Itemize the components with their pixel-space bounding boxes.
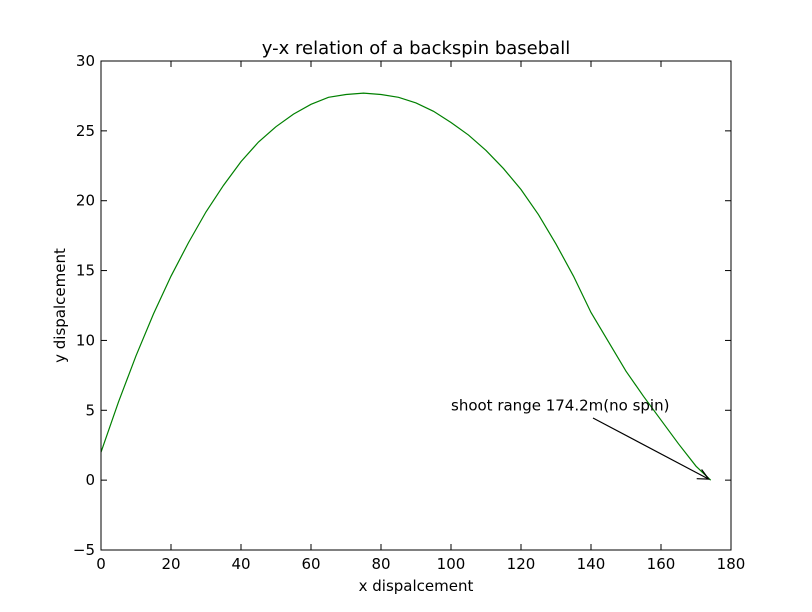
y-tick-label: 30: [76, 52, 95, 70]
x-tick-label: 120: [507, 555, 536, 573]
y-tick-label: 10: [76, 331, 95, 349]
annotation-arrow: [592, 417, 709, 480]
x-tick-label: 100: [437, 555, 466, 573]
x-tick-label: 0: [96, 555, 106, 573]
annotation-text: shoot range 174.2m(no spin): [451, 396, 669, 414]
x-axis-label: x dispalcement: [359, 577, 474, 595]
y-tick-label: 15: [76, 262, 95, 280]
x-tick-label: 60: [301, 555, 320, 573]
y-axis-label: y dispalcement: [51, 248, 69, 363]
x-tick-label: 20: [161, 555, 180, 573]
y-tick-label: 5: [85, 401, 95, 419]
x-tick-label: 40: [231, 555, 250, 573]
x-tick-label: 140: [577, 555, 606, 573]
plot-area: [100, 92, 712, 481]
x-tick-label: 160: [647, 555, 676, 573]
y-tick-label: 25: [76, 122, 95, 140]
series-line-0: [100, 92, 712, 481]
x-tick-label: 80: [371, 555, 390, 573]
chart-title: y-x relation of a backspin baseball: [262, 38, 570, 59]
annotation-arrowhead: [696, 469, 710, 480]
x-tick-label: 180: [717, 555, 746, 573]
y-tick-label: 0: [85, 471, 95, 489]
y-tick-label: 20: [76, 192, 95, 210]
annotations: shoot range 174.2m(no spin): [451, 396, 710, 480]
y-tick-label: −5: [73, 541, 95, 559]
plot-frame: [100, 60, 732, 551]
